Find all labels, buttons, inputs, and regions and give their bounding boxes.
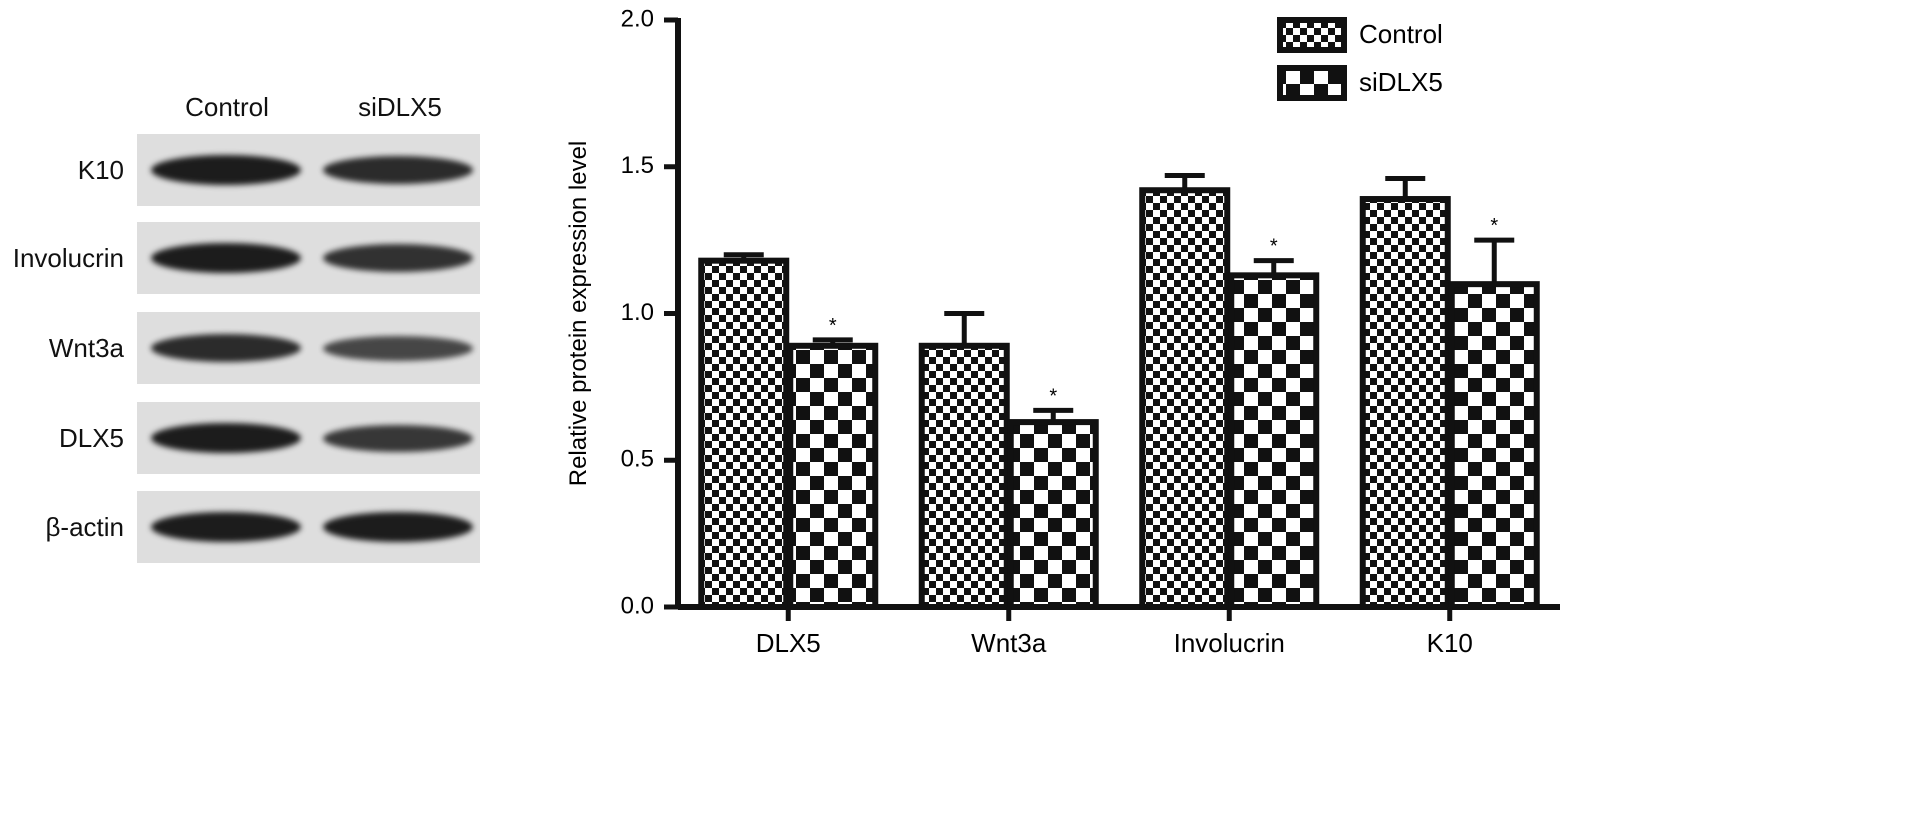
blot-strip xyxy=(137,312,480,384)
x-tick-label: DLX5 xyxy=(756,628,821,658)
x-tick-label: Involucrin xyxy=(1174,628,1285,658)
bar xyxy=(1139,187,1231,610)
blot-row-label: K10 xyxy=(77,155,124,185)
bar xyxy=(918,342,1010,610)
blot-band xyxy=(151,334,301,362)
blot-strip xyxy=(137,134,480,206)
bar xyxy=(1448,281,1540,610)
blot-band xyxy=(323,244,473,272)
blot-row-label: DLX5 xyxy=(58,423,124,453)
blot-row-label: β-actin xyxy=(45,512,124,542)
blot-strip xyxy=(137,222,480,294)
blot-band xyxy=(323,424,473,452)
blot-row-label: Involucrin xyxy=(12,243,124,273)
blot-band xyxy=(151,512,301,542)
blot-row: DLX5 xyxy=(0,402,530,474)
y-tick-label: 0.0 xyxy=(621,592,654,619)
blot-strip xyxy=(137,491,480,563)
legend-swatch xyxy=(1277,65,1347,101)
significance-marker: * xyxy=(1049,385,1057,407)
y-tick-label: 1.5 xyxy=(621,152,654,179)
blot-band xyxy=(151,155,301,185)
bar xyxy=(1359,196,1451,610)
blot-strip xyxy=(137,402,480,474)
western-blot-panel: Control siDLX5 K10 Involucrin Wnt3a DLX5 β-ac… xyxy=(0,0,530,814)
bar-chart: 0.0 0.5 1.0 1.5 2.0 Relative protein expressi… xyxy=(565,5,1560,658)
bar xyxy=(1228,272,1320,610)
bar xyxy=(787,342,879,610)
blot-row: Involucrin xyxy=(0,222,530,294)
blot-row: K10 xyxy=(0,134,530,206)
blot-band xyxy=(323,512,473,542)
y-tick-label: 1.0 xyxy=(621,299,654,326)
bar xyxy=(698,257,790,610)
y-axis-label: Relative protein expression level xyxy=(565,141,592,487)
bar-chart-panel: 0.0 0.5 1.0 1.5 2.0 Relative protein expressi… xyxy=(530,0,1913,814)
blot-band xyxy=(151,243,301,273)
lane-label: Control xyxy=(185,92,269,122)
blot-band xyxy=(323,156,473,184)
y-tick-label: 2.0 xyxy=(621,5,654,32)
blot-row-label: Wnt3a xyxy=(48,333,124,363)
blot-row: Wnt3a xyxy=(0,312,530,384)
significance-marker: * xyxy=(1490,215,1498,237)
blot-band xyxy=(323,335,473,361)
legend-swatch xyxy=(1277,17,1347,53)
significance-marker: * xyxy=(1270,236,1278,258)
bar xyxy=(1007,419,1099,610)
x-tick-label: K10 xyxy=(1427,628,1473,658)
significance-marker: * xyxy=(829,315,837,337)
legend-label: siDLX5 xyxy=(1359,67,1443,97)
blot-band xyxy=(151,423,301,453)
y-tick-label: 0.5 xyxy=(621,446,654,473)
legend-label: Control xyxy=(1359,19,1443,49)
lane-label: siDLX5 xyxy=(358,92,442,122)
blot-row: β-actin xyxy=(0,491,530,563)
x-tick-label: Wnt3a xyxy=(971,628,1047,658)
